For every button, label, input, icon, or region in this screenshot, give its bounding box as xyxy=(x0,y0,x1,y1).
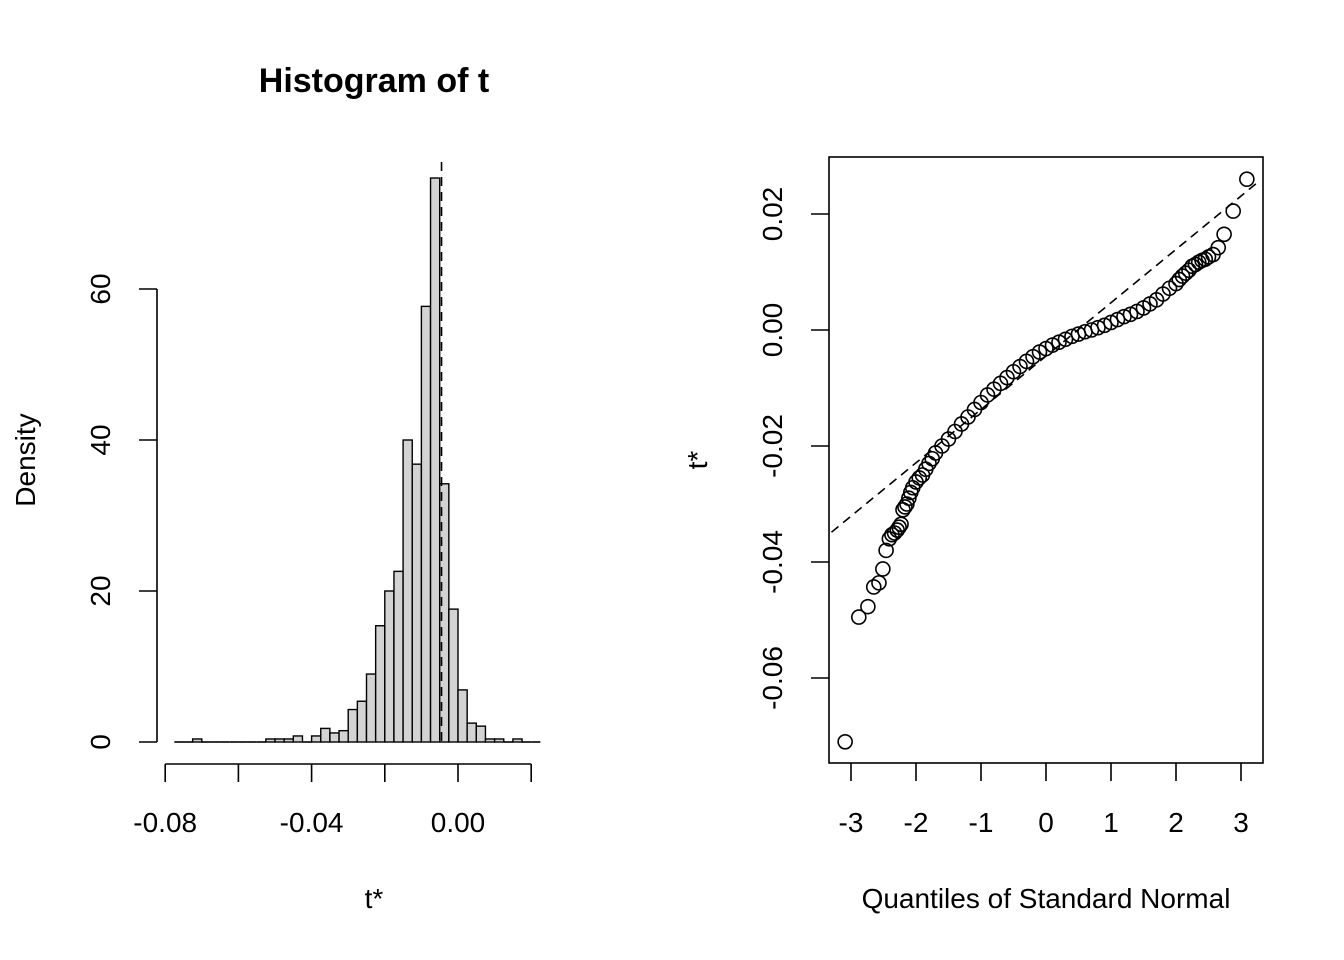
histogram-title: Histogram of t xyxy=(259,62,489,100)
qq-x-axis: -3 -2 -1 0 1 2 3 xyxy=(839,763,1249,838)
histogram-x-label: t* xyxy=(365,883,384,914)
qq-points xyxy=(837,171,1255,750)
qq-point xyxy=(860,598,876,615)
histogram-bar xyxy=(475,725,487,743)
histogram-panel: Histogram of t -0.08 -0.04 0.00 0 20 40 60 t*… xyxy=(10,62,541,914)
qq-panel: -3 -2 -1 0 1 2 3 -0.06 -0.04 -0.02 0.00 0.02 Quant… xyxy=(682,156,1264,914)
histogram-bar xyxy=(365,673,377,743)
histogram-bar xyxy=(374,625,386,743)
qq-point xyxy=(837,733,853,750)
histogram-bar xyxy=(356,700,368,743)
histogram-bar xyxy=(484,738,496,743)
histogram-y-label: Density xyxy=(10,413,41,506)
qq-y-tick-label: 0.02 xyxy=(757,187,788,242)
qq-x-tick-label: -3 xyxy=(839,807,864,838)
qq-x-tick-label: -2 xyxy=(904,807,929,838)
histogram-y-tick-label: 20 xyxy=(85,575,116,606)
histogram-y-tick-label: 0 xyxy=(85,734,116,750)
histogram-bar xyxy=(448,608,459,743)
histogram-y-tick-label: 40 xyxy=(85,424,116,455)
qq-point xyxy=(1216,226,1232,243)
histogram-bar xyxy=(402,439,413,743)
histogram-bar xyxy=(457,689,468,743)
qq-x-tick-label: 1 xyxy=(1103,807,1119,838)
qq-point xyxy=(891,519,907,536)
histogram-bar xyxy=(393,570,404,743)
histogram-bar xyxy=(320,727,331,743)
histogram-bar xyxy=(283,738,294,743)
qq-point xyxy=(897,499,913,515)
histogram-bar xyxy=(466,722,477,743)
histogram-bar xyxy=(265,738,276,743)
histogram-bar xyxy=(411,463,423,743)
qq-y-tick-label: 0.00 xyxy=(757,303,788,358)
qq-point xyxy=(1090,319,1106,336)
histogram-x-tick-label: -0.08 xyxy=(133,807,197,838)
histogram-bar xyxy=(329,732,340,743)
qq-x-tick-label: 2 xyxy=(1168,807,1184,838)
qq-y-label: t* xyxy=(682,451,713,470)
histogram-bar xyxy=(384,590,395,743)
qq-point xyxy=(871,575,887,591)
histogram-bar xyxy=(429,177,441,743)
histogram-bar xyxy=(310,735,322,743)
qq-point xyxy=(1225,203,1241,219)
qq-point xyxy=(850,609,867,625)
qq-point xyxy=(881,530,898,547)
qq-y-tick-label: -0.02 xyxy=(757,414,788,478)
histogram-x-tick-label: -0.04 xyxy=(280,807,344,838)
qq-plot-frame xyxy=(828,156,1264,764)
qq-point xyxy=(1116,308,1132,325)
qq-point xyxy=(1210,239,1227,256)
qq-point xyxy=(1197,251,1214,268)
histogram-x-axis: -0.08 -0.04 0.00 xyxy=(133,763,533,838)
histogram-bar xyxy=(347,708,359,743)
qq-point xyxy=(875,561,891,577)
histogram-y-axis: 0 20 40 60 xyxy=(85,273,158,750)
qq-x-tick-label: -1 xyxy=(969,807,994,838)
qq-point xyxy=(1239,171,1255,187)
histogram-bar xyxy=(338,729,349,743)
histogram-bars xyxy=(174,177,541,743)
qq-y-tick-label: -0.06 xyxy=(757,646,788,710)
histogram-x-tick-label: 0.00 xyxy=(431,807,486,838)
qq-y-axis: -0.06 -0.04 -0.02 0.00 0.02 xyxy=(757,187,829,710)
qq-x-tick-label: 0 xyxy=(1038,807,1054,838)
qq-x-tick-label: 3 xyxy=(1233,807,1249,838)
histogram-bar xyxy=(493,738,505,743)
histogram-y-tick-label: 60 xyxy=(85,273,116,304)
qq-point xyxy=(878,542,894,559)
qq-y-tick-label: -0.04 xyxy=(757,530,788,594)
histogram-bar xyxy=(420,305,432,743)
histogram-bar xyxy=(292,735,304,743)
histogram-bar xyxy=(512,738,523,743)
histogram-bar xyxy=(191,738,203,743)
qq-point xyxy=(865,579,882,595)
histogram-bar xyxy=(274,738,285,743)
qq-x-label: Quantiles of Standard Normal xyxy=(862,883,1231,914)
